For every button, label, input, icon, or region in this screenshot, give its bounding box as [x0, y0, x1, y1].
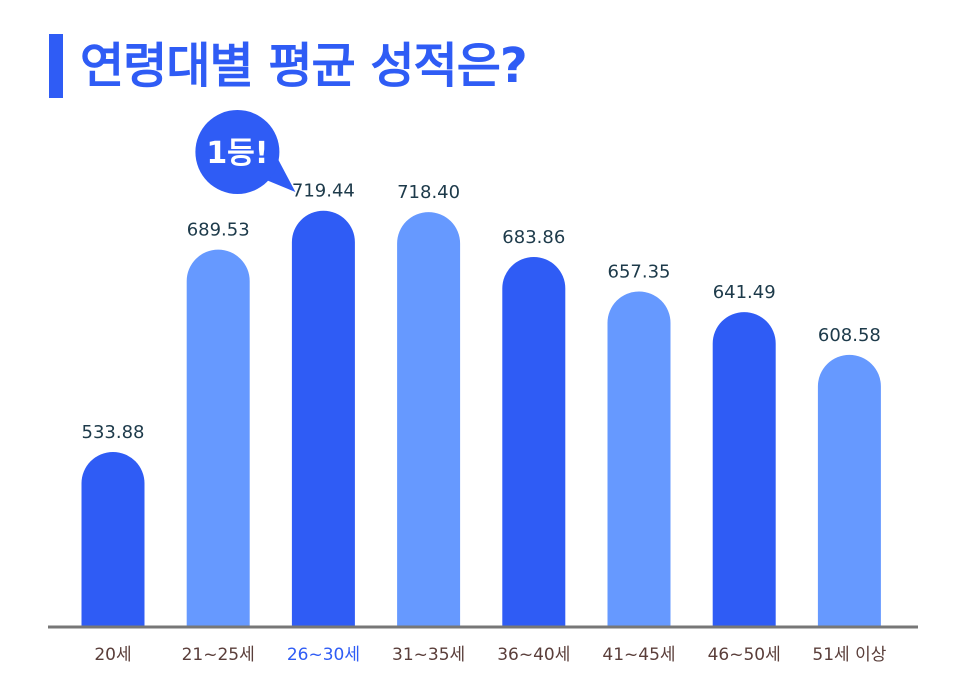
category-label-3: 26~30세 — [287, 645, 360, 665]
bar-8 — [817, 354, 881, 626]
bar-6 — [607, 291, 671, 626]
category-label-5: 36~40세 — [497, 645, 570, 665]
page-title: 연령대별 평균 성적은? — [80, 38, 528, 94]
bar-3 — [291, 210, 355, 626]
value-label-5: 683.86 — [502, 227, 565, 248]
callout-tail — [261, 158, 296, 192]
title-accent-bar — [49, 34, 63, 98]
value-label-4: 718.40 — [397, 182, 460, 203]
category-label-2: 21~25세 — [182, 645, 255, 665]
value-label-3: 719.44 — [292, 181, 355, 202]
value-label-6: 657.35 — [608, 261, 671, 282]
bar-7 — [712, 312, 776, 626]
category-label-4: 31~35세 — [392, 645, 465, 665]
callout-text: 1등! — [206, 136, 268, 171]
category-label-6: 41~45세 — [602, 645, 675, 665]
bar-5 — [502, 257, 566, 626]
category-label-1: 20세 — [94, 645, 131, 665]
bar-1 — [81, 451, 145, 626]
value-label-7: 641.49 — [713, 282, 776, 303]
bar-4 — [397, 212, 461, 626]
value-label-2: 689.53 — [187, 220, 250, 241]
category-label-7: 46~50세 — [708, 645, 781, 665]
category-label-8: 51세 이상 — [812, 645, 886, 665]
bar-2 — [186, 249, 250, 626]
value-label-1: 533.88 — [82, 422, 145, 443]
value-label-8: 608.58 — [818, 325, 881, 346]
callout-bubble — [195, 110, 280, 194]
